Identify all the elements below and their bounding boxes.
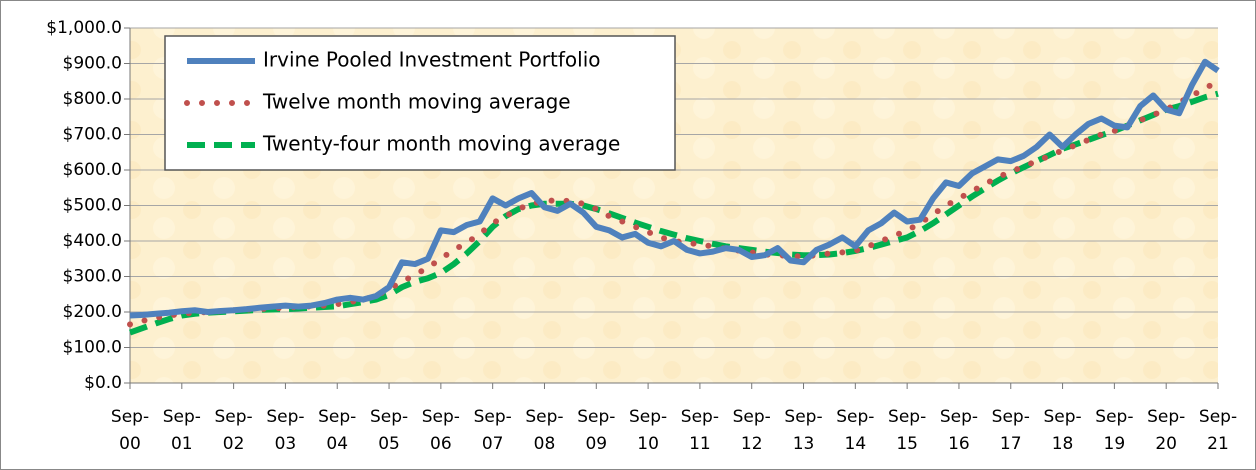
legend-label: Twelve month moving average bbox=[262, 90, 571, 114]
y-tick-label: $300.0 bbox=[63, 267, 122, 287]
x-tick-label: Sep-16 bbox=[939, 407, 979, 454]
x-tick-label: Sep-14 bbox=[836, 407, 875, 454]
y-tick-label: $400.0 bbox=[63, 231, 122, 251]
x-tick-label: Sep-06 bbox=[421, 407, 460, 454]
x-tick-label: Sep-05 bbox=[369, 407, 409, 454]
x-tick-label: Sep-02 bbox=[214, 407, 253, 454]
x-tick-label: Sep-03 bbox=[266, 407, 305, 454]
y-tick-label: $900.0 bbox=[63, 54, 122, 74]
y-tick-label: $600.0 bbox=[63, 160, 122, 180]
y-tick-label: $0.0 bbox=[84, 373, 122, 393]
x-tick-label: Sep-00 bbox=[110, 407, 150, 454]
x-tick-label: Sep-01 bbox=[162, 407, 201, 454]
x-tick-label: Sep-13 bbox=[784, 407, 823, 454]
y-tick-label: $200.0 bbox=[63, 302, 122, 322]
x-tick-label: Sep-11 bbox=[680, 407, 719, 454]
x-tick-label: Sep-18 bbox=[1043, 407, 1082, 454]
x-tick-label: Sep-17 bbox=[991, 407, 1030, 454]
x-tick-label: Sep-09 bbox=[577, 407, 616, 454]
y-tick-label: $1,000.0 bbox=[46, 18, 122, 38]
y-tick-label: $500.0 bbox=[63, 196, 122, 216]
x-tick-label: Sep-20 bbox=[1147, 407, 1186, 454]
x-tick-label: Sep-19 bbox=[1095, 407, 1134, 454]
series-line bbox=[129, 58, 1220, 319]
y-tick-label: $700.0 bbox=[63, 125, 122, 145]
x-tick-label: Sep-10 bbox=[629, 407, 668, 454]
x-tick-label: Sep-07 bbox=[473, 407, 512, 454]
x-tick-label: Sep-15 bbox=[888, 407, 927, 454]
x-tick-label: Sep-12 bbox=[732, 407, 771, 454]
x-tick-label: Sep-21 bbox=[1198, 407, 1238, 454]
legend-label: Irvine Pooled Investment Portfolio bbox=[263, 48, 601, 72]
x-tick-label: Sep-04 bbox=[318, 407, 357, 454]
series-line bbox=[128, 90, 1219, 336]
legend-label: Twenty-four month moving average bbox=[262, 132, 620, 156]
y-tick-label: $800.0 bbox=[63, 89, 122, 109]
y-tick-label: $100.0 bbox=[63, 338, 122, 358]
x-tick-label: Sep-08 bbox=[525, 407, 564, 454]
